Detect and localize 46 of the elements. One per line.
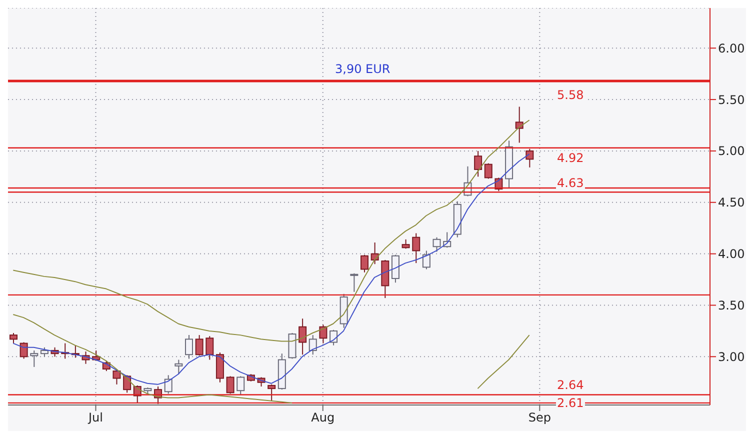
candlestick	[474, 150, 482, 178]
y-tick-label: 5.00	[718, 144, 745, 158]
candlestick	[288, 332, 296, 360]
candlestick	[112, 370, 121, 385]
candlestick	[526, 148, 534, 168]
annotation: 3,90 EUR	[334, 62, 392, 76]
x-tick-label: Sep	[528, 410, 551, 425]
candlestick	[432, 236, 441, 252]
y-tick-label: 3.00	[718, 350, 745, 364]
candlestick	[226, 376, 234, 394]
x-tick-label: Aug	[311, 410, 335, 425]
candlestick	[330, 329, 338, 346]
candlestick	[216, 352, 224, 383]
y-tick-label: 4.00	[718, 247, 745, 262]
candlestick	[484, 162, 492, 180]
line-series	[12, 120, 530, 342]
annotation: 4.92	[556, 151, 585, 165]
candlestick	[10, 332, 18, 344]
y-tick-label: 6.00	[718, 41, 745, 56]
candlestick	[20, 342, 28, 360]
candlestick	[195, 334, 204, 356]
candlestick	[185, 334, 193, 360]
candlestick	[30, 350, 38, 368]
y-tick-label: 3.50	[718, 298, 745, 312]
candlestick	[391, 254, 400, 284]
candlestick	[174, 359, 183, 375]
candlestick	[164, 374, 172, 394]
annotation: 4.63	[556, 176, 585, 190]
candlestick	[268, 384, 276, 402]
candlestick	[360, 254, 368, 273]
annotation: 2.64	[556, 378, 585, 392]
candlestick	[402, 238, 410, 250]
candlestick	[206, 336, 214, 360]
candlestick	[236, 376, 245, 396]
y-tick-label: 4.50	[718, 196, 745, 210]
candlestick	[308, 334, 317, 356]
x-tick-label: Jul	[88, 410, 103, 425]
candlestick	[515, 106, 524, 144]
candlestick	[422, 250, 430, 270]
candlestick	[412, 232, 420, 264]
annotation: 2.61	[556, 396, 585, 410]
annotation: 5.58	[556, 88, 585, 102]
candlestick	[350, 272, 358, 292]
candlestick	[40, 346, 48, 358]
candlestick	[298, 318, 307, 356]
y-tick-label: 5.50	[718, 92, 745, 107]
